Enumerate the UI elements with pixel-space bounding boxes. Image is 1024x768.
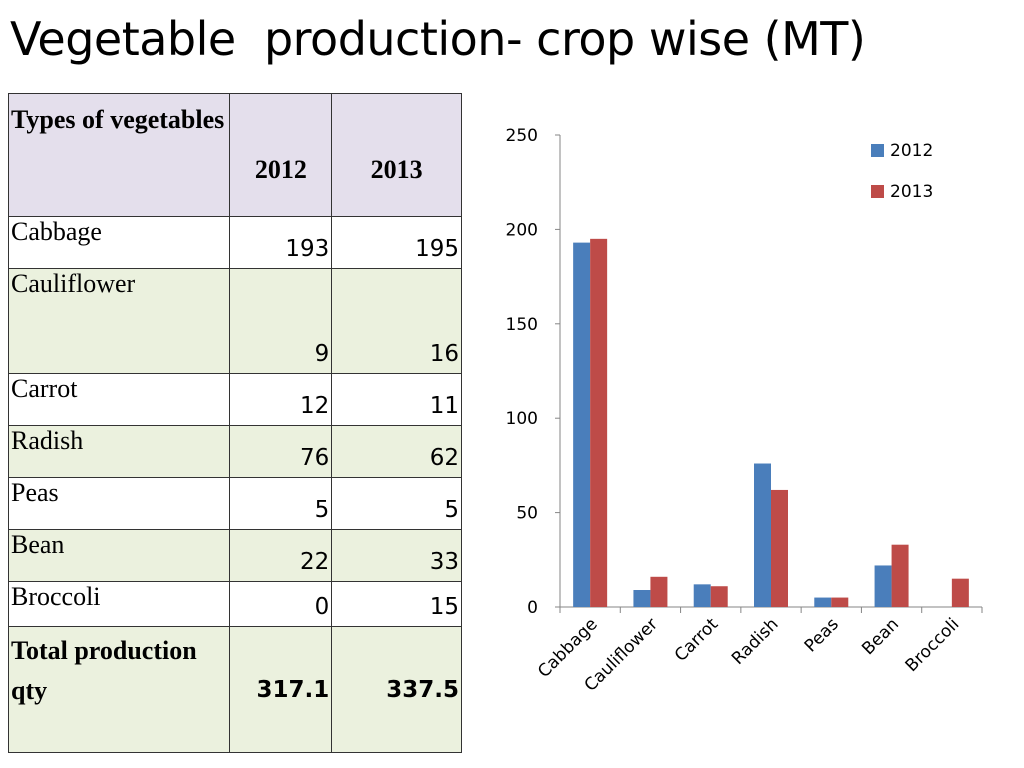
row-name: Carrot	[7, 373, 231, 426]
bar-2013-cauliflower	[650, 576, 668, 607]
row-2013: 5	[331, 477, 462, 530]
x-tick-label: Peas	[801, 614, 843, 656]
table-row: Carrot 12 11	[7, 373, 462, 426]
bar-2013-bean	[891, 544, 909, 607]
bar-2012-radish	[754, 463, 771, 607]
total-2012: 317.1	[229, 626, 333, 753]
header-2012: 2012	[229, 93, 333, 217]
x-tick-label: Carrot	[671, 614, 723, 666]
row-2013: 15	[331, 581, 462, 627]
legend-swatch-2012	[871, 144, 884, 157]
bar-2013-radish	[771, 489, 788, 607]
table-row: Bean 22 33	[7, 529, 462, 582]
row-2013: 62	[331, 425, 462, 478]
production-table: Types of vegetables 2012 2013 Cabbage 19…	[7, 93, 462, 753]
x-tick-label: Bean	[858, 614, 903, 659]
bar-2013-cabbage	[590, 238, 608, 607]
row-2012: 0	[229, 581, 333, 627]
x-tick-label: Radish	[728, 614, 782, 668]
table-total-row: Total production qty 317.1 337.5	[7, 626, 462, 753]
y-tick-label: 250	[506, 126, 538, 146]
y-tick-label: 0	[527, 598, 538, 618]
bar-2013-broccoli	[951, 578, 969, 607]
y-tick-label: 50	[516, 504, 538, 524]
row-2013: 11	[331, 373, 462, 426]
table-row: Radish 76 62	[7, 425, 462, 478]
y-tick-label: 200	[506, 220, 538, 240]
table-row: Peas 5 5	[7, 477, 462, 530]
table-row: Cabbage 193 195	[7, 216, 462, 269]
table-row: Cauliflower 9 16	[7, 268, 462, 374]
header-types: Types of vegetables	[7, 93, 231, 217]
bar-2012-cabbage	[573, 242, 591, 607]
table-row: Broccoli 0 15	[7, 581, 462, 627]
y-tick-label: 100	[506, 409, 538, 429]
y-tick-label: 150	[506, 315, 538, 335]
header-2013: 2013	[331, 93, 462, 217]
total-label: Total production qty	[7, 626, 231, 753]
bar-2012-carrot	[693, 584, 711, 607]
legend-swatch-2013	[871, 185, 884, 198]
row-2013: 16	[331, 268, 462, 374]
bar-2013-peas	[831, 597, 849, 607]
x-tick-label: Broccoli	[902, 614, 964, 676]
row-2013: 33	[331, 529, 462, 582]
legend-label: 2012	[890, 141, 933, 161]
bar-2012-bean	[874, 565, 892, 607]
row-2012: 193	[229, 216, 333, 269]
bar-2012-peas	[814, 597, 832, 607]
total-2013: 337.5	[331, 626, 462, 753]
row-name: Broccoli	[7, 581, 231, 627]
table-header-row: Types of vegetables 2012 2013	[7, 93, 462, 217]
legend-label: 2013	[890, 182, 933, 202]
row-name: Bean	[7, 529, 231, 582]
row-name: Cauliflower	[7, 268, 231, 374]
row-name: Cabbage	[7, 216, 231, 269]
bar-2013-carrot	[710, 586, 728, 607]
row-2012: 5	[229, 477, 333, 530]
row-2012: 12	[229, 373, 333, 426]
row-2012: 76	[229, 425, 333, 478]
bar-2012-cauliflower	[633, 590, 651, 607]
row-2012: 22	[229, 529, 333, 582]
page-title: Vegetable production- crop wise (MT)	[10, 12, 866, 66]
row-name: Radish	[7, 425, 231, 478]
row-name: Peas	[7, 477, 231, 530]
row-2013: 195	[331, 216, 462, 269]
row-2012: 9	[229, 268, 333, 374]
